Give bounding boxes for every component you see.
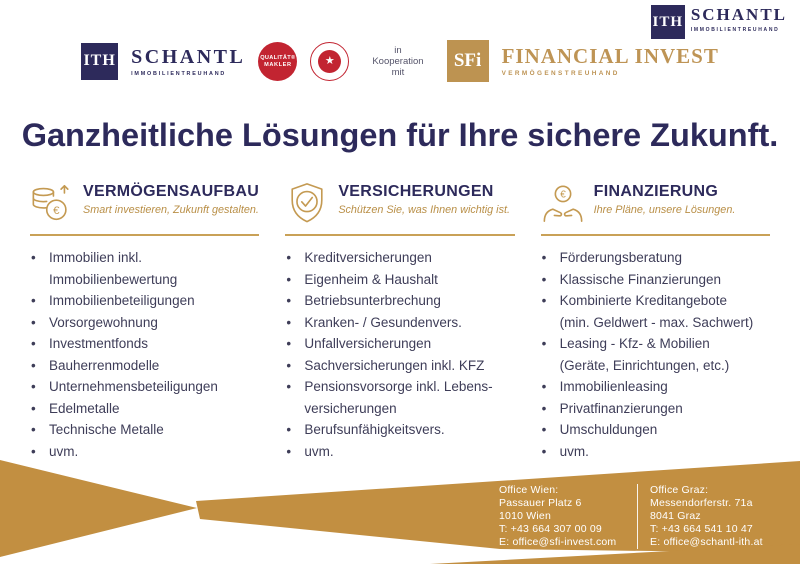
columns-section: € VERMÖGENSAUFBAU Smart investieren, Zuk… bbox=[0, 182, 800, 462]
office-graz-city: 8041 Graz bbox=[650, 510, 701, 522]
list-item: Betriebsunterbrechung bbox=[285, 290, 514, 312]
list-item: Technische Metalle bbox=[30, 419, 259, 441]
column-subtitle: Schützen Sie, was Ihnen wichtig ist. bbox=[338, 204, 510, 216]
svg-text:€: € bbox=[560, 190, 566, 201]
list-item: Privatfinanzierungen bbox=[541, 398, 770, 420]
list-item: Berufsunfähigkeitsvers. bbox=[285, 419, 514, 441]
gold-divider bbox=[540, 234, 770, 236]
list-item: uvm. bbox=[541, 441, 770, 463]
page-title: Ganzheitliche Lösungen für Ihre sichere … bbox=[21, 117, 779, 153]
list-item: Edelmetalle bbox=[30, 398, 259, 420]
column-subtitle: Ihre Pläne, unsere Lösungen. bbox=[593, 204, 736, 216]
office-graz-street: Messendorferstr. 71a bbox=[650, 497, 753, 509]
list-item: Unternehmensbeteiligungen bbox=[30, 376, 259, 398]
ith-monogram-icon: ITH bbox=[650, 5, 685, 39]
office-wien-block: Office Wien: Passauer Platz 6 1010 Wien … bbox=[499, 484, 637, 549]
office-wien-street: Passauer Platz 6 bbox=[499, 497, 582, 509]
schantl-logo-name: SCHANTL bbox=[131, 45, 246, 68]
list-item: Investmentfonds bbox=[30, 333, 259, 355]
logo-row: ITH SCHANTL IMMOBILIENTREUHAND QUALITÄT®… bbox=[0, 0, 800, 82]
column-finanzierung: € FINANZIERUNG Ihre Pläne, unsere Lösung… bbox=[540, 182, 770, 462]
office-graz-block: Office Graz: Messendorferstr. 71a 8041 G… bbox=[637, 484, 788, 549]
office-wien-email[interactable]: E: office@sfi-invest.com bbox=[499, 536, 617, 548]
office-wien-city: 1010 Wien bbox=[499, 510, 551, 522]
quality-makler-seal-icon: QUALITÄT® MAKLER bbox=[258, 41, 298, 81]
quality-badge-line2: MAKLER bbox=[264, 61, 292, 68]
list-item: Förderungsberatung bbox=[541, 247, 770, 269]
office-graz-label: Office Graz: bbox=[650, 484, 709, 496]
shield-check-icon bbox=[285, 182, 329, 224]
list-item: Pensionsvorsorge inkl. Lebens- versicher… bbox=[285, 376, 514, 419]
gold-divider bbox=[285, 234, 515, 236]
versicherungen-list: Kreditversicherungen Eigenheim & Haushal… bbox=[285, 247, 514, 462]
column-title: VERSICHERUNGEN bbox=[338, 183, 494, 200]
list-item: Kombinierte Kreditangebote (min. Geldwer… bbox=[541, 290, 770, 333]
list-item: uvm. bbox=[285, 441, 514, 463]
list-item: Umschuldungen bbox=[541, 419, 770, 441]
quality-badge-line1: QUALITÄT® bbox=[260, 54, 296, 61]
list-item: Bauherrenmodelle bbox=[30, 355, 259, 377]
list-item: Eigenheim & Haushalt bbox=[285, 269, 514, 291]
list-item: Immobilienleasing bbox=[541, 376, 770, 398]
finanzierung-list: Förderungsberatung Klassische Finanzieru… bbox=[541, 247, 770, 462]
office-wien-phone: T: +43 664 307 00 09 bbox=[499, 523, 602, 535]
list-item: Unfallversicherungen bbox=[285, 333, 514, 355]
list-item: Kreditversicherungen bbox=[285, 247, 514, 269]
list-item: Leasing - Kfz- & Mobilien (Geräte, Einri… bbox=[541, 333, 770, 376]
column-title: FINANZIERUNG bbox=[593, 183, 719, 200]
hands-euro-icon: € bbox=[541, 182, 585, 224]
corner-schantl-logo: ITH SCHANTL IMMOBILIENTREUHAND bbox=[650, 5, 787, 39]
column-title: VERMÖGENSAUFBAU bbox=[83, 183, 260, 200]
office-graz-phone: T: +43 664 541 10 47 bbox=[650, 523, 753, 535]
column-versicherungen: VERSICHERUNGEN Schützen Sie, was Ihnen w… bbox=[285, 182, 515, 462]
gold-divider bbox=[30, 234, 260, 236]
schantl-logo-subtitle: IMMOBILIENTREUHAND bbox=[131, 70, 227, 77]
office-graz-email[interactable]: E: office@schantl-ith.at bbox=[650, 536, 763, 548]
coins-euro-growth-icon: € bbox=[30, 182, 74, 224]
list-item: Immobilienbeteiligungen bbox=[30, 290, 259, 312]
footer-contact: Office Wien: Passauer Platz 6 1010 Wien … bbox=[499, 484, 788, 549]
list-item: Klassische Finanzierungen bbox=[541, 269, 770, 291]
financial-invest-logo-name: FINANCIAL INVEST bbox=[501, 44, 719, 68]
vermoegensaufbau-list: Immobilien inkl. Immobilienbewertung Imm… bbox=[30, 247, 259, 462]
sfi-monogram-icon: SFi bbox=[446, 40, 489, 82]
austria-seal-icon: ★ bbox=[310, 41, 350, 81]
list-item: Immobilien inkl. Immobilienbewertung bbox=[30, 247, 259, 290]
office-wien-label: Office Wien: bbox=[499, 484, 559, 496]
corner-logo-name: SCHANTL bbox=[690, 5, 787, 24]
footer-gold-shapes bbox=[0, 460, 800, 564]
austrian-eagle-icon: ★ bbox=[318, 49, 342, 73]
svg-text:€: € bbox=[53, 205, 60, 217]
column-vermoegensaufbau: € VERMÖGENSAUFBAU Smart investieren, Zuk… bbox=[30, 182, 260, 462]
list-item: Vorsorgewohnung bbox=[30, 312, 259, 334]
list-item: Kranken- / Gesundenvers. bbox=[285, 312, 514, 334]
corner-logo-subtitle: IMMOBILIENTREUHAND bbox=[690, 27, 780, 33]
ith-monogram-icon: ITH bbox=[81, 42, 119, 80]
column-subtitle: Smart investieren, Zukunft gestalten. bbox=[83, 204, 259, 216]
list-item: uvm. bbox=[30, 441, 259, 463]
cooperation-text: in Kooperation mit bbox=[372, 44, 424, 78]
list-item: Sachversicherungen inkl. KFZ bbox=[285, 355, 514, 377]
financial-invest-logo-subtitle: VERMÖGENSTREUHAND bbox=[501, 70, 620, 77]
